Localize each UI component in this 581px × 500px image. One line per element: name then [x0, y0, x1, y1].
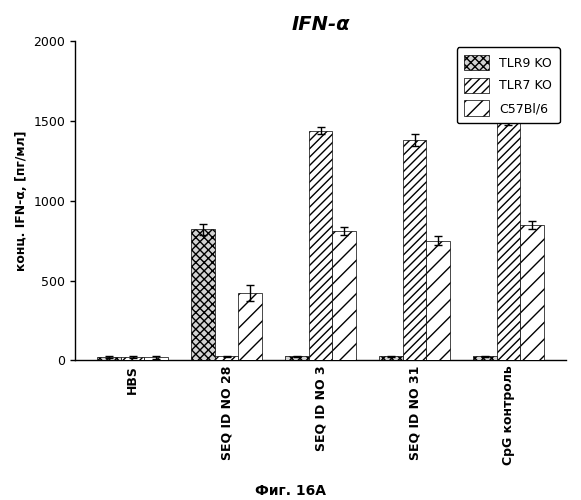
Bar — [474, 356, 497, 360]
Bar — [426, 240, 450, 360]
Bar — [98, 357, 121, 360]
Bar — [145, 357, 168, 360]
Text: Фиг. 16A: Фиг. 16A — [255, 484, 326, 498]
Bar — [379, 356, 403, 360]
Bar — [332, 231, 356, 360]
Bar — [403, 140, 426, 360]
Title: IFN-α: IFN-α — [291, 15, 350, 34]
Legend: TLR9 KO, TLR7 KO, C57Bl/6: TLR9 KO, TLR7 KO, C57Bl/6 — [457, 48, 560, 123]
Bar — [215, 356, 238, 360]
Bar — [309, 130, 332, 360]
Bar — [191, 230, 215, 360]
Bar — [285, 356, 309, 360]
Y-axis label: конц. IFN-α, [пг/мл]: конц. IFN-α, [пг/мл] — [15, 130, 28, 271]
Bar — [520, 224, 544, 360]
Bar — [497, 121, 520, 360]
Bar — [238, 294, 262, 360]
Bar — [121, 357, 145, 360]
